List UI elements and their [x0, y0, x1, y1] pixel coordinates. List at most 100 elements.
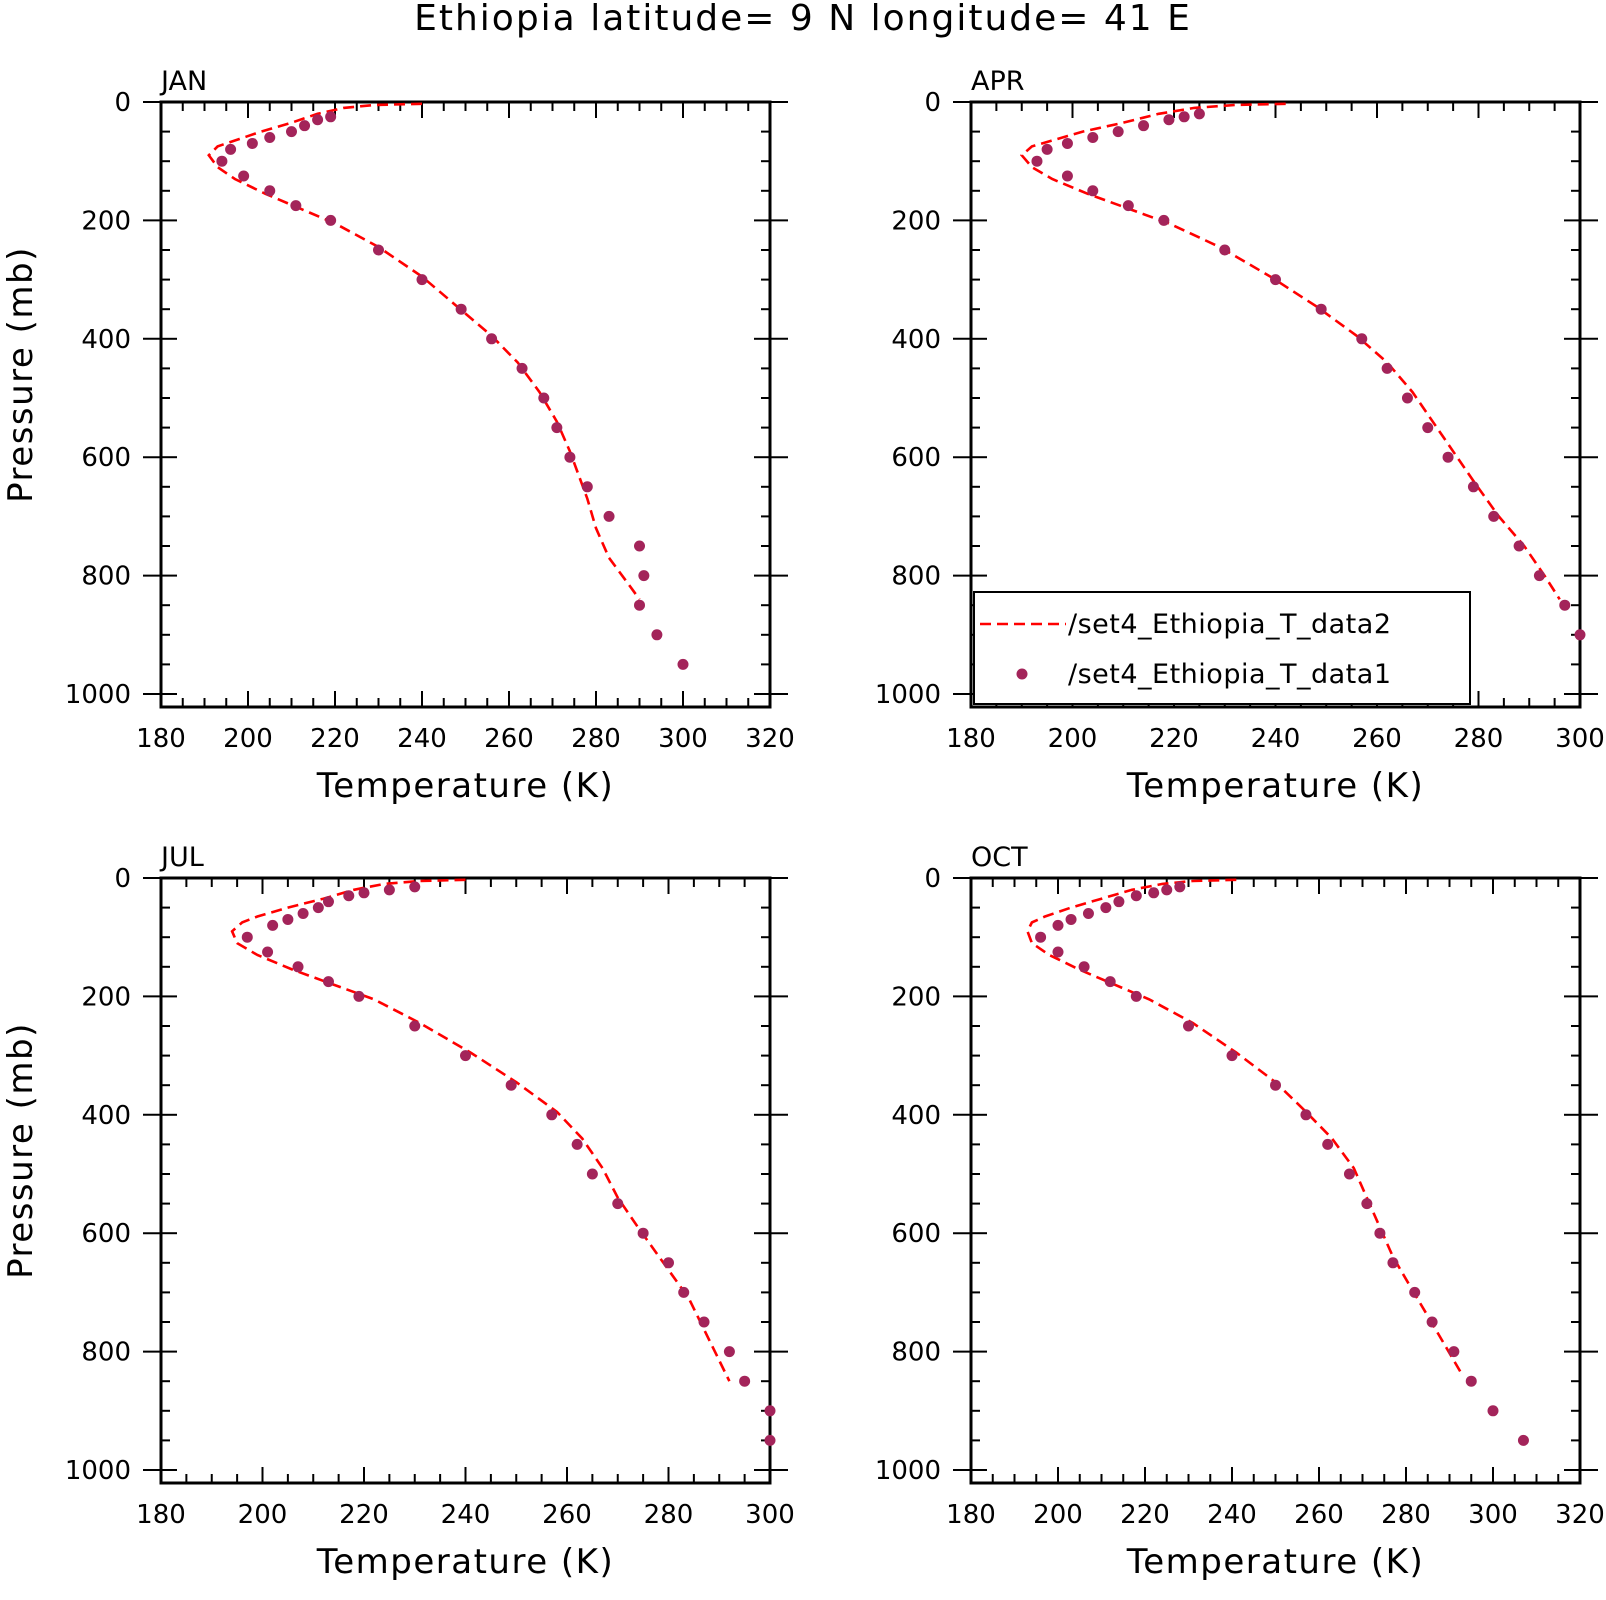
data-point-data1 [1130, 990, 1142, 1002]
data-point-data1 [1381, 362, 1393, 374]
data-point-data1 [723, 1346, 735, 1358]
data-point-data1 [1052, 919, 1064, 931]
data-point-data1 [1409, 1286, 1421, 1298]
y-tick-label: 400 [81, 1101, 131, 1131]
data-point-data1 [1315, 303, 1327, 315]
data-point-data1 [1488, 510, 1500, 522]
data-point-data1 [1100, 902, 1112, 914]
y-tick-label: 800 [891, 1338, 941, 1368]
y-tick-label: 200 [891, 206, 941, 236]
plot-frame [159, 100, 772, 709]
data-point-data1 [1035, 931, 1047, 943]
x-tick-label: 200 [223, 724, 273, 754]
data-point-data1 [1163, 114, 1175, 126]
data-point-data1 [312, 114, 324, 126]
data-point-data1 [764, 1405, 776, 1417]
panel-oct: OCT 180 200 220 240 260 280 300 320 0 200 400 600 800… [875, 842, 1605, 1582]
data-point-data1 [322, 976, 334, 988]
data-point-data1 [1161, 884, 1173, 896]
x-tick-label: 260 [1294, 1500, 1344, 1530]
x-tick-label: 180 [946, 1500, 996, 1530]
data-point-data1 [1270, 274, 1281, 286]
plot-frame [969, 876, 1582, 1485]
x-tick-label: 260 [484, 724, 534, 754]
data-point-data1 [1174, 881, 1186, 893]
data-point-data1 [1061, 170, 1073, 182]
x-tick-label: 280 [571, 724, 621, 754]
data-point-data1 [264, 132, 276, 144]
data-point-data1 [416, 274, 428, 286]
data-point-data1 [1112, 126, 1124, 138]
panels: JAN 180 200 220 240 260 280 300 320 0 200 400 600 800… [1, 66, 1605, 1582]
data-point-data1 [1361, 1198, 1373, 1210]
data-point-data1 [638, 570, 650, 582]
data-point-data1 [1219, 244, 1231, 256]
data-point-data1 [1082, 908, 1094, 920]
data-point-data1 [246, 137, 258, 149]
panel-jan: JAN 180 200 220 240 260 280 300 320 0 200 400 600 800… [1, 66, 795, 806]
data-point-data1 [238, 170, 250, 182]
y-tick-label: 800 [81, 562, 131, 592]
data-point-data1 [325, 111, 337, 123]
data-point-data1 [1343, 1168, 1355, 1180]
x-tick-label: 200 [1033, 1500, 1083, 1530]
data-point-data1 [1533, 570, 1545, 582]
y-tick-label: 0 [924, 88, 941, 118]
data-point-data1 [297, 908, 309, 920]
data-point-data1 [1183, 1020, 1194, 1032]
data-point-data1 [1041, 143, 1053, 155]
y-tick-label: 800 [81, 1338, 131, 1368]
x-tick-label: 240 [397, 724, 447, 754]
data-point-data1 [267, 919, 279, 931]
x-tick-label: 180 [136, 724, 186, 754]
y-tick-label: 600 [81, 443, 131, 473]
x-axis-label: Temperature (K) [316, 1542, 615, 1582]
y-axis-label: Pressure (mb) [1, 246, 41, 503]
x-tick-label: 220 [310, 724, 360, 754]
data-point-data1 [1356, 333, 1368, 345]
x-tick-label: 280 [1454, 724, 1504, 754]
data-point-data1 [634, 599, 645, 611]
data-point-data1 [1113, 896, 1125, 908]
x-tick-label: 300 [658, 724, 708, 754]
data-point-data1 [1442, 451, 1454, 463]
data-point-data1 [1087, 132, 1099, 144]
x-tick-label: 280 [1381, 1500, 1431, 1530]
data-point-data1 [1122, 200, 1134, 212]
y-tick-label: 600 [891, 1219, 941, 1249]
x-tick-label: 320 [1555, 1500, 1605, 1530]
x-tick-label: 280 [644, 1500, 694, 1530]
data-point-data1 [1559, 599, 1571, 611]
x-tick-label: 320 [745, 724, 795, 754]
data-point-data1 [216, 155, 228, 167]
y-tick-label: 200 [81, 206, 131, 236]
data-point-data1 [1065, 913, 1077, 925]
y-tick-label: 600 [891, 443, 941, 473]
data-point-data1 [322, 896, 334, 908]
y-tick-label: 400 [81, 325, 131, 355]
data-point-data1 [353, 990, 365, 1002]
y-tick-label: 600 [81, 1219, 131, 1249]
y-tick-label: 200 [891, 982, 941, 1012]
x-axis-label: Temperature (K) [1126, 1542, 1425, 1582]
data-point-data1 [225, 143, 237, 155]
data-point-data1 [1387, 1257, 1399, 1269]
data-point-data1 [343, 890, 355, 902]
x-tick-label: 300 [745, 1500, 795, 1530]
data-point-data1 [409, 881, 421, 893]
legend-box [973, 591, 1471, 705]
x-tick-label: 200 [1048, 724, 1098, 754]
x-tick-label: 220 [1120, 1500, 1170, 1530]
data-point-data1 [1138, 120, 1150, 132]
data-point-data1 [373, 244, 384, 256]
x-tick-label: 220 [1149, 724, 1199, 754]
data-point-data1 [1374, 1227, 1386, 1239]
data-point-data1 [290, 200, 302, 212]
legend-item-data2: /set4_Ethiopia_T_data2 [1068, 609, 1392, 640]
data-point-data1 [1465, 1375, 1477, 1387]
y-tick-label: 400 [891, 325, 941, 355]
series-line-data2 [1026, 878, 1464, 1376]
data-point-data1 [1513, 540, 1525, 552]
data-point-data1 [651, 629, 663, 641]
